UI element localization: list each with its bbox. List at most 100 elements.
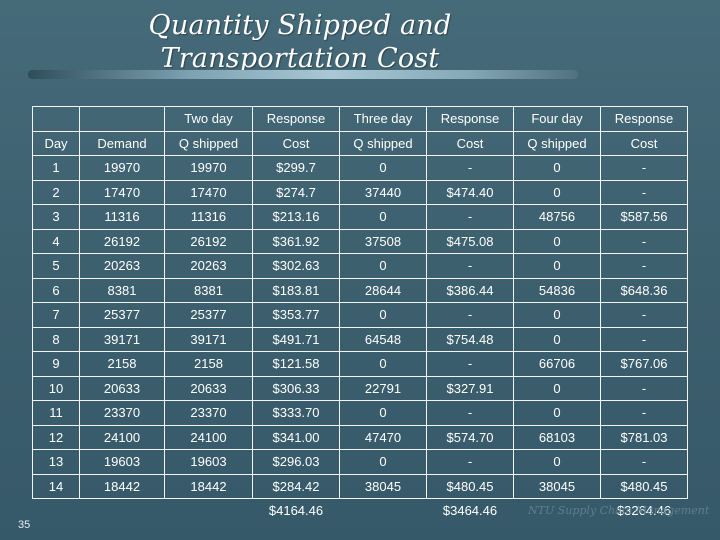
- table-cell: 8: [32, 326, 80, 352]
- table-row: 3 11316 11316 $213.16 0-48756 $587.56: [32, 204, 688, 230]
- table-cell: -: [600, 302, 688, 328]
- totals-row: $4164.46 $3464.46 $3264.46: [33, 499, 688, 523]
- table-cell: 19970: [164, 155, 253, 181]
- shipping-cost-table: Two day Response Three day Response Four day…: [32, 106, 688, 523]
- table-cell: 22791: [339, 375, 427, 401]
- table-cell: $353.77: [252, 302, 340, 328]
- table-row: 4 26192 26192 $361.92 37508 $475.08 0-: [32, 228, 688, 254]
- table-cell: $299.7: [252, 155, 340, 181]
- table-cell: 5: [32, 253, 80, 279]
- table-cell: $302.63: [252, 253, 340, 279]
- table-cell: Cost: [252, 130, 340, 156]
- table-cell: -: [600, 375, 688, 401]
- table-cell: 1: [32, 155, 80, 181]
- table-cell: 25377: [164, 302, 253, 328]
- table-cell: Four day: [513, 106, 601, 132]
- table-cell: $361.92: [252, 228, 340, 254]
- table-cell: -: [600, 400, 688, 426]
- table-cell: 24100: [79, 424, 165, 450]
- table-cell: 11: [32, 400, 80, 426]
- table-cell: $213.16: [252, 204, 340, 230]
- table-cell: $4164.46: [268, 503, 324, 519]
- table-row: 8 39171 39171 $491.71 64548 $754.48 0-: [32, 326, 688, 352]
- table-cell: Cost: [426, 130, 514, 156]
- table-cell: $754.48: [426, 326, 514, 352]
- table-cell: 0: [339, 302, 427, 328]
- table-cell: 64548: [339, 326, 427, 352]
- title-underline-bar: [28, 70, 578, 79]
- table-cell: -: [426, 204, 514, 230]
- table-row: 12 24100 24100 $341.00 47470 $574.70 68103 $781…: [32, 424, 688, 450]
- table-cell: $284.42: [252, 473, 340, 499]
- table-cell: $574.70: [426, 424, 514, 450]
- table-cell: 20633: [164, 375, 253, 401]
- table-cell: [79, 106, 165, 132]
- table-row: 5 20263 20263 $302.63 0-0-: [32, 253, 688, 279]
- table-cell: 8381: [79, 277, 165, 303]
- table-cell: 0: [513, 375, 601, 401]
- table-row: 10 20633 20633 $306.33 22791 $327.91 0-: [32, 375, 688, 401]
- page-number: 35: [18, 519, 31, 531]
- table-cell: Q shipped: [513, 130, 601, 156]
- table-row: 9 2158 2158 $121.58 0-66706 $767.06: [32, 351, 688, 377]
- table-cell: $121.58: [252, 351, 340, 377]
- table-cell: Q shipped: [164, 130, 253, 156]
- table-cell: 0: [513, 253, 601, 279]
- table-cell: $341.00: [252, 424, 340, 450]
- table-cell: -: [600, 326, 688, 352]
- table-cell: $274.7: [252, 179, 340, 205]
- title-line-1: Quantity Shipped and: [148, 10, 452, 41]
- table-cell: 2158: [79, 351, 165, 377]
- table-cell: 13: [32, 449, 80, 475]
- table-cell: $648.36: [600, 277, 688, 303]
- table-cell: 12: [32, 424, 80, 450]
- table-cell: Cost: [600, 130, 688, 156]
- table-cell: $767.06: [600, 351, 688, 377]
- table-cell: Day: [32, 130, 80, 156]
- table-cell: 38045: [339, 473, 427, 499]
- table-cell: -: [600, 253, 688, 279]
- table-cell: $327.91: [426, 375, 514, 401]
- title-line-2: Transportation Cost: [160, 43, 440, 74]
- table-row: 13 19603 19603 $296.03 0-0-: [32, 449, 688, 475]
- table-cell: 37508: [339, 228, 427, 254]
- table-cell: $781.03: [600, 424, 688, 450]
- table-cell: $386.44: [426, 277, 514, 303]
- table-cell: -: [426, 253, 514, 279]
- table-cell: 6: [32, 277, 80, 303]
- header-row-columns: Day Demand Q shipped Cost Q shipped Cost Q shi…: [32, 130, 688, 156]
- table-cell: [33, 499, 80, 523]
- table-cell: $587.56: [600, 204, 688, 230]
- header-row-method: Two day Response Three day Response Four day…: [32, 106, 688, 132]
- table-cell: -: [426, 400, 514, 426]
- table-row: 7 25377 25377 $353.77 0-0-: [32, 302, 688, 328]
- table-cell: 9: [32, 351, 80, 377]
- table-cell: Response: [600, 106, 688, 132]
- table-cell: Response: [252, 106, 340, 132]
- table-cell: 0: [513, 179, 601, 205]
- table-cell: 39171: [79, 326, 165, 352]
- table-cell: [80, 499, 165, 523]
- table-cell: 0: [339, 400, 427, 426]
- table-cell: 26192: [164, 228, 253, 254]
- table-row: 14 18442 18442 $284.42 38045 $480.45 38045 $480…: [32, 473, 688, 499]
- table-cell: Three day: [339, 106, 427, 132]
- table-cell: 0: [339, 253, 427, 279]
- table-cell: 17470: [164, 179, 253, 205]
- table-cell: $306.33: [252, 375, 340, 401]
- table-cell: -: [426, 449, 514, 475]
- table-cell: Response: [426, 106, 514, 132]
- table-cell: 0: [513, 155, 601, 181]
- table-cell: 54836: [513, 277, 601, 303]
- table-cell: $480.45: [426, 473, 514, 499]
- table-cell: 8381: [164, 277, 253, 303]
- table-cell: [340, 499, 427, 523]
- table-cell: 20633: [79, 375, 165, 401]
- table-cell: 18442: [79, 473, 165, 499]
- table-cell: $480.45: [600, 473, 688, 499]
- table-cell: 2158: [164, 351, 253, 377]
- course-watermark: NTU Supply Chain Management: [528, 504, 710, 517]
- table-row: 6 8381 8381 $183.81 28644 $386.44 54836 $648.36: [32, 277, 688, 303]
- table-cell: Q shipped: [339, 130, 427, 156]
- table-cell: 11316: [79, 204, 165, 230]
